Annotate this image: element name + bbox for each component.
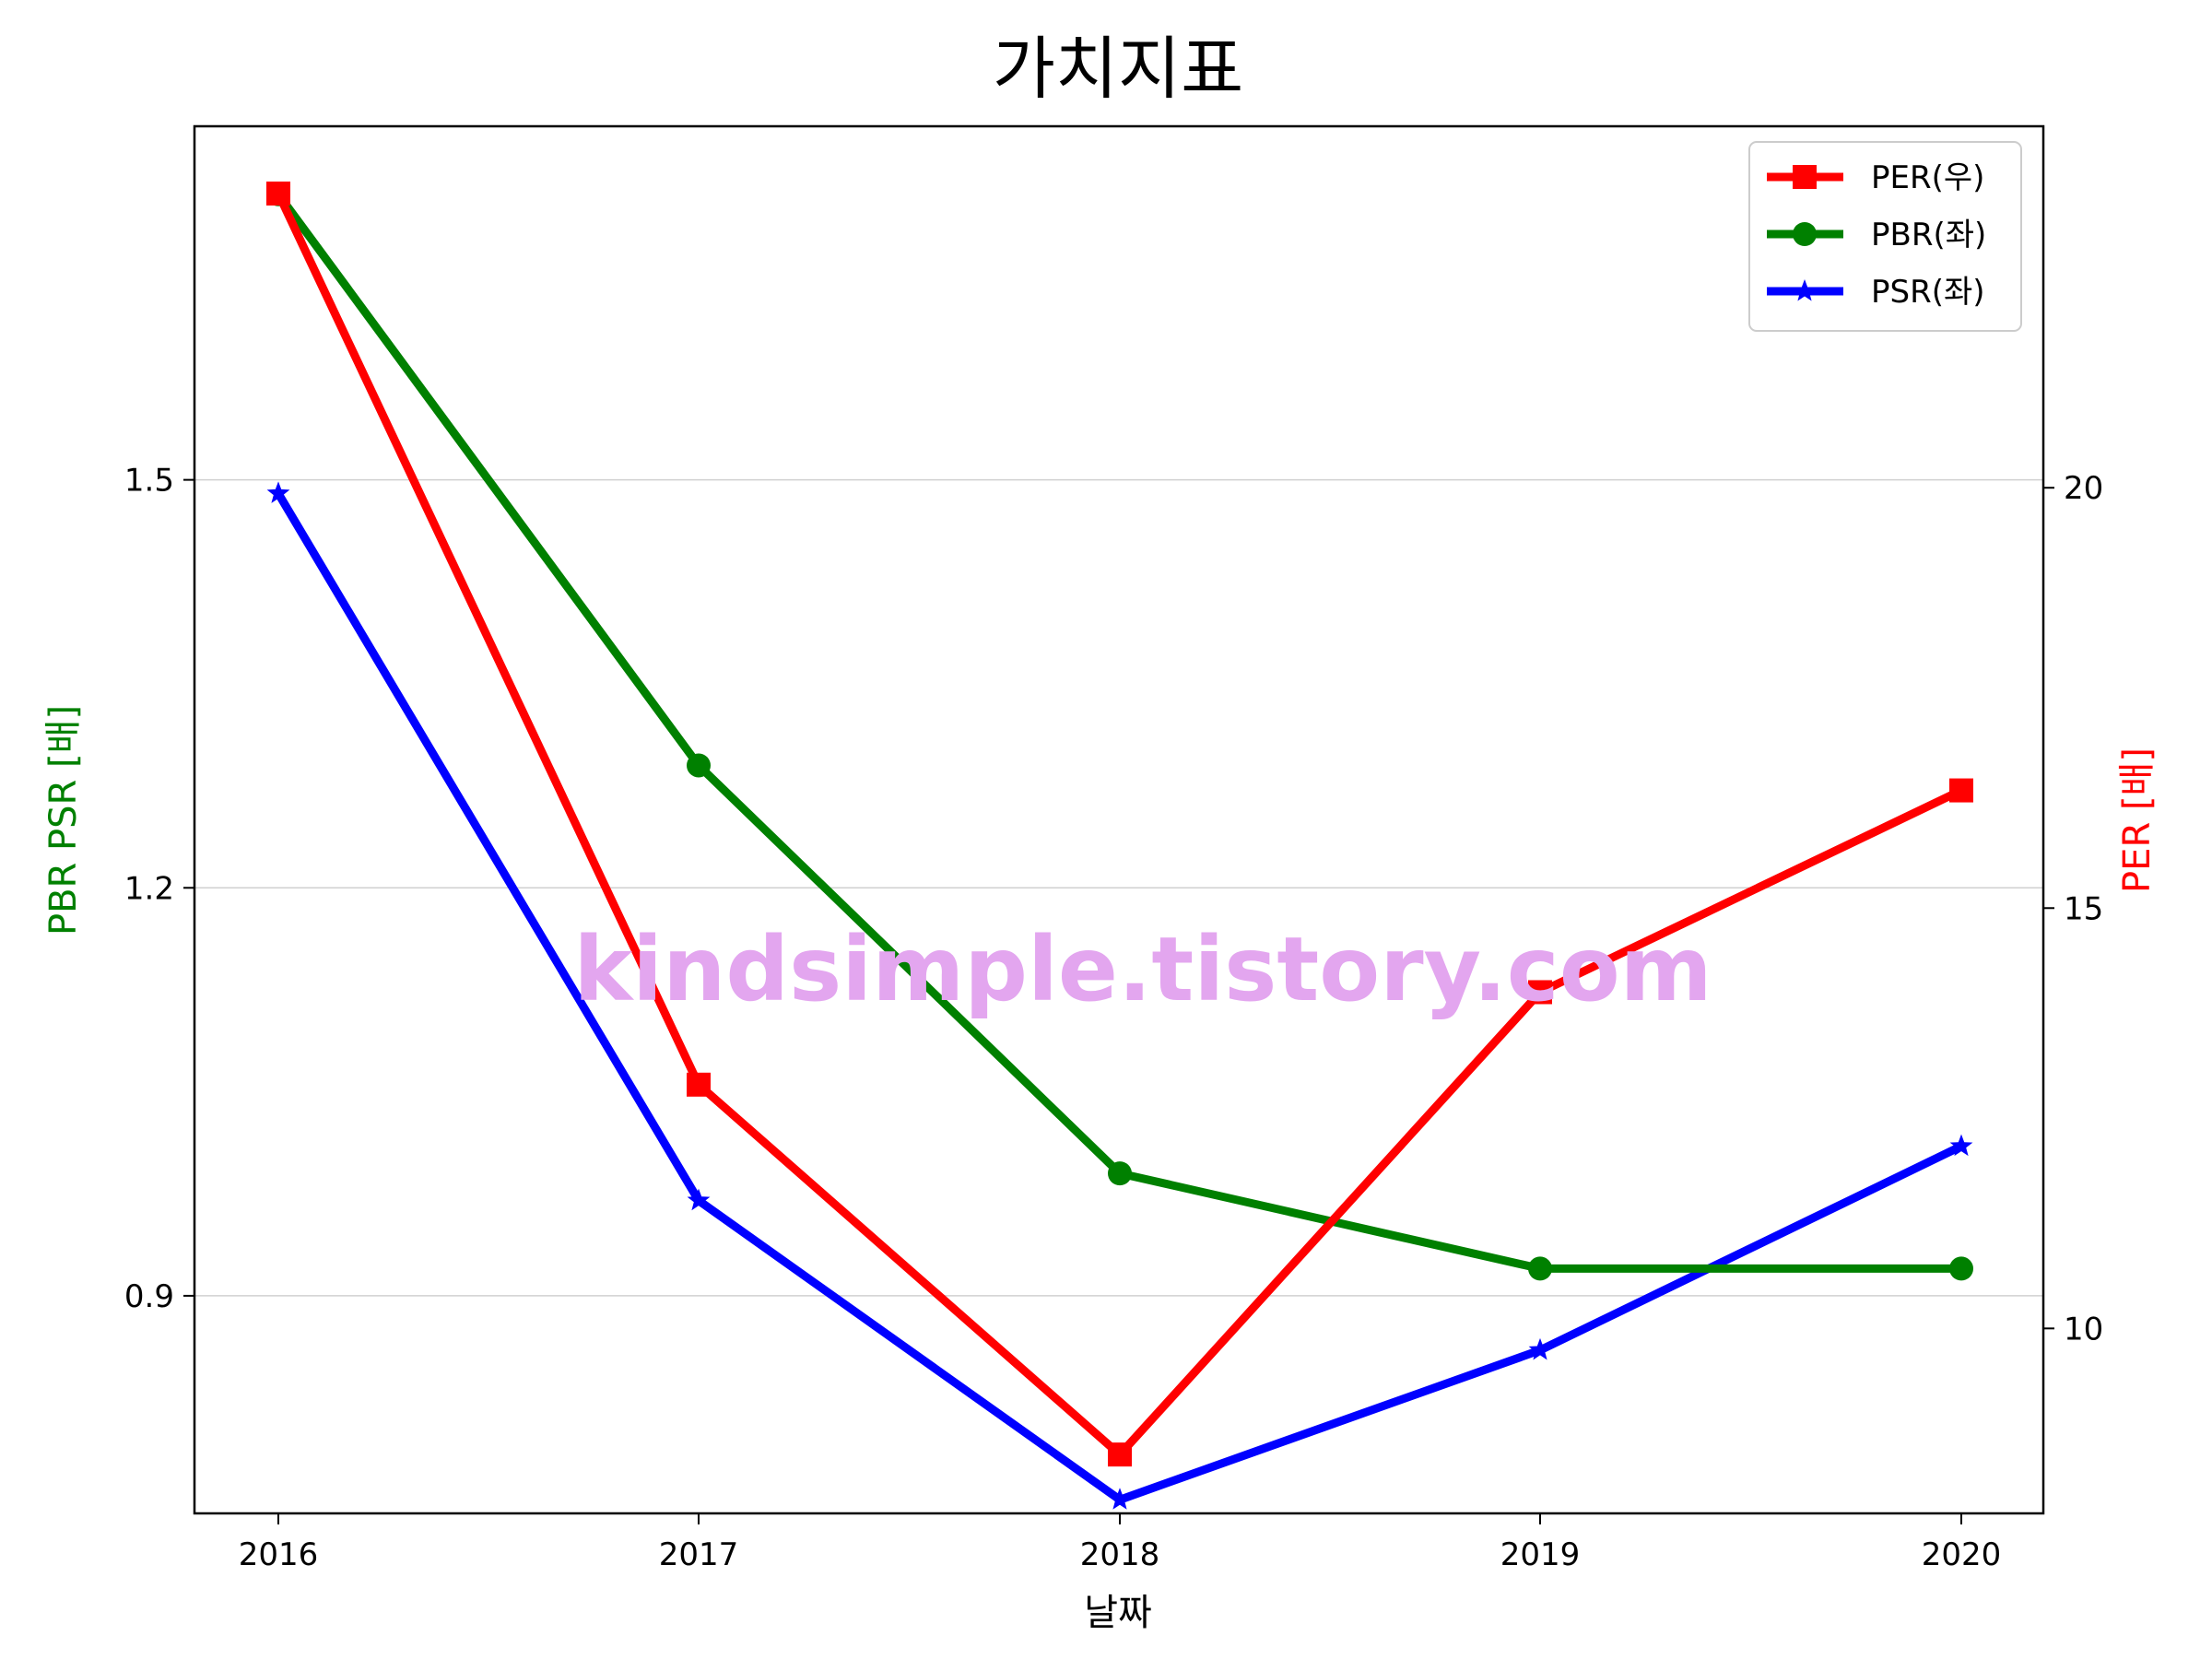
watermark-text: kindsimple.tistory.com	[573, 918, 1712, 1021]
series-psr	[266, 481, 1973, 1510]
x-axis-ticks: 2016 2017 2018 2019 2020	[239, 1513, 2002, 1573]
per-marker	[1949, 778, 1973, 803]
legend-label: PER(우)	[1871, 159, 1984, 196]
pbr-marker	[687, 753, 711, 778]
legend-entry-per: PER(우)	[1767, 159, 1984, 196]
right-y-tick-label: 20	[2064, 470, 2103, 507]
left-y-axis-label: PBR PSR [배]	[42, 705, 85, 935]
x-tick-label: 2017	[659, 1536, 739, 1573]
series-layer	[266, 181, 1973, 1510]
series-per	[266, 181, 1973, 1467]
legend-entry-psr: PSR(좌)	[1767, 274, 1985, 311]
pbr-marker	[1949, 1256, 1973, 1281]
left-y-tick-label: 1.2	[124, 870, 174, 907]
right-y-axis-ticks: 10 15 20	[2043, 470, 2103, 1347]
legend: PER(우) PBR(좌) PSR(좌)	[1748, 141, 2022, 332]
left-y-tick-label: 1.5	[124, 463, 174, 500]
legend-label: PSR(좌)	[1871, 274, 1985, 311]
pbr-marker	[1108, 1161, 1132, 1186]
x-axis-label: 날짜	[1084, 1592, 1152, 1634]
legend-label: PBR(좌)	[1871, 217, 1986, 253]
x-tick-label: 2018	[1080, 1536, 1160, 1573]
pbr-marker	[1528, 1256, 1552, 1281]
per-marker	[266, 181, 290, 206]
legend-swatch-marker	[1793, 165, 1817, 189]
left-y-tick-label: 0.9	[124, 1278, 174, 1315]
psr-marker	[687, 1188, 711, 1211]
psr-marker	[1108, 1488, 1132, 1510]
psr-marker	[1528, 1337, 1552, 1360]
legend-entry-pbr: PBR(좌)	[1767, 217, 1986, 253]
left-y-axis-ticks: 0.9 1.2 1.5	[124, 463, 194, 1315]
right-y-axis-label: PER [배]	[2116, 747, 2159, 893]
x-tick-label: 2019	[1500, 1536, 1581, 1573]
legend-swatch-marker	[1793, 222, 1817, 246]
psr-marker	[266, 481, 290, 503]
per-marker	[1108, 1442, 1132, 1467]
chart-title: 가치지표	[993, 29, 1243, 109]
right-y-tick-label: 10	[2064, 1311, 2103, 1347]
per-marker	[687, 1072, 711, 1097]
legend-swatch-marker	[1793, 279, 1817, 301]
x-tick-label: 2020	[1922, 1536, 2002, 1573]
legend-box	[1748, 141, 2022, 332]
grid-lines	[194, 478, 2043, 1297]
x-tick-label: 2016	[239, 1536, 319, 1573]
per-marker	[1528, 980, 1552, 1005]
psr-marker	[1949, 1134, 1973, 1157]
right-y-tick-label: 15	[2064, 890, 2103, 927]
